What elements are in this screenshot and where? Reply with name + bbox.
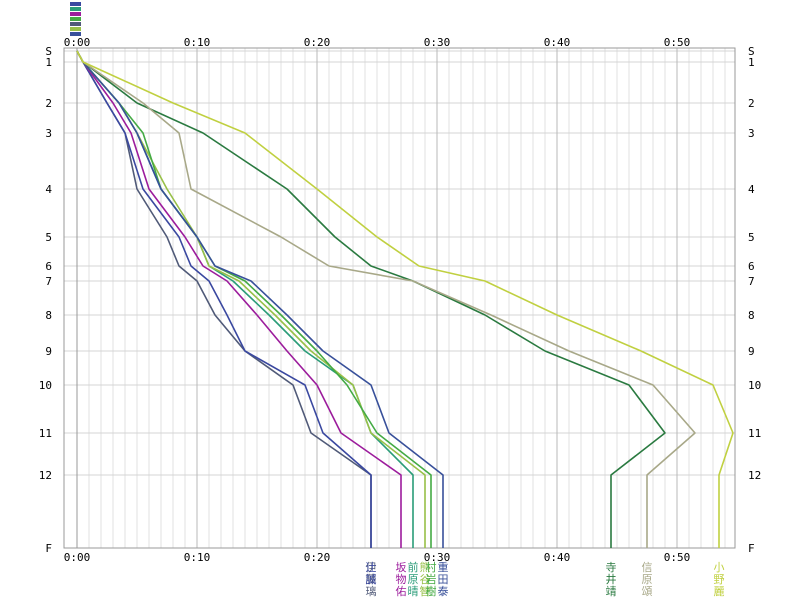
y-tick-label: 5 bbox=[45, 231, 52, 244]
x-tick-label: 0:50 bbox=[664, 551, 691, 564]
plot-border bbox=[63, 47, 736, 549]
legend-entry: 寺井靖 bbox=[606, 561, 617, 598]
y-tick-label: 1 bbox=[748, 56, 755, 69]
y-tick-label: 10 bbox=[39, 379, 52, 392]
y-tick-label: 9 bbox=[748, 345, 755, 358]
x-tick-label: 0:20 bbox=[304, 36, 331, 49]
x-tick-label: 0:00 bbox=[64, 551, 91, 564]
y-tick-label: 10 bbox=[748, 379, 761, 392]
legend-entry: 坂物佑 bbox=[396, 561, 407, 598]
y-tick-label: S bbox=[45, 45, 52, 58]
y-tick-label: 7 bbox=[45, 275, 52, 288]
x-tick-label: 0:30 bbox=[424, 551, 451, 564]
y-tick-label: 5 bbox=[748, 231, 755, 244]
y-tick-label: 3 bbox=[748, 127, 755, 140]
y-tick-label: 6 bbox=[748, 260, 755, 273]
minor-gridlines bbox=[88, 48, 726, 548]
y-tick-label: F bbox=[748, 542, 755, 555]
y-tick-label: 8 bbox=[748, 309, 755, 322]
y-tick-label: 3 bbox=[45, 127, 52, 140]
y-tick-label: 2 bbox=[45, 97, 52, 110]
y-tick-label: 11 bbox=[39, 427, 52, 440]
y-tick-label: 7 bbox=[748, 275, 755, 288]
legend-entry: 重田泰 bbox=[438, 560, 449, 598]
x-tick-label: 0:30 bbox=[424, 36, 451, 49]
x-tick-label: 0:40 bbox=[544, 551, 571, 564]
major-gridlines bbox=[64, 48, 735, 549]
legend-entry: 熊谷智 bbox=[420, 560, 431, 598]
x-tick-label: 0:50 bbox=[664, 36, 691, 49]
legend-entry: 小野麗 bbox=[714, 561, 725, 598]
y-tick-label: 9 bbox=[45, 345, 52, 358]
x-axis-top-labels: 0:00 0:10 0:20 0:30 0:40 0:50 bbox=[64, 36, 691, 49]
legend-swatches-top bbox=[70, 2, 81, 36]
x-tick-label: 0:10 bbox=[184, 551, 211, 564]
x-tick-label: 0:00 bbox=[64, 36, 91, 49]
y-tick-label: 1 bbox=[45, 56, 52, 69]
y-tick-label: 4 bbox=[45, 183, 52, 196]
x-tick-label: 0:40 bbox=[544, 36, 571, 49]
series-line bbox=[76, 50, 372, 548]
series-line bbox=[76, 50, 696, 548]
legend-entry: 伊藤璃 bbox=[366, 561, 377, 598]
y-tick-label: S bbox=[748, 45, 755, 58]
y-tick-label: 4 bbox=[748, 183, 755, 196]
y-tick-label: 11 bbox=[748, 427, 761, 440]
x-tick-label: 0:20 bbox=[304, 551, 331, 564]
x-axis-bottom-labels: 0:00 0:10 0:20 0:30 0:40 0:50 bbox=[64, 551, 691, 564]
series-lines bbox=[76, 50, 734, 548]
series-line bbox=[76, 50, 734, 548]
y-tick-label: 8 bbox=[45, 309, 52, 322]
series-line bbox=[76, 50, 432, 548]
y-tick-label: 6 bbox=[45, 260, 52, 273]
legend-entry: 村岩樹 bbox=[426, 560, 437, 598]
legend-entry: 信原頌 bbox=[642, 561, 653, 598]
series-line bbox=[76, 50, 402, 548]
series-line bbox=[76, 50, 444, 548]
y-tick-label: 12 bbox=[39, 469, 52, 482]
legend-entry: 前原晴 bbox=[408, 560, 419, 598]
y-tick-label: F bbox=[45, 542, 52, 555]
y-tick-label: 12 bbox=[748, 469, 761, 482]
legend-entry: 辻誠 bbox=[366, 560, 377, 586]
y-tick-label: 2 bbox=[748, 97, 755, 110]
x-tick-label: 0:10 bbox=[184, 36, 211, 49]
